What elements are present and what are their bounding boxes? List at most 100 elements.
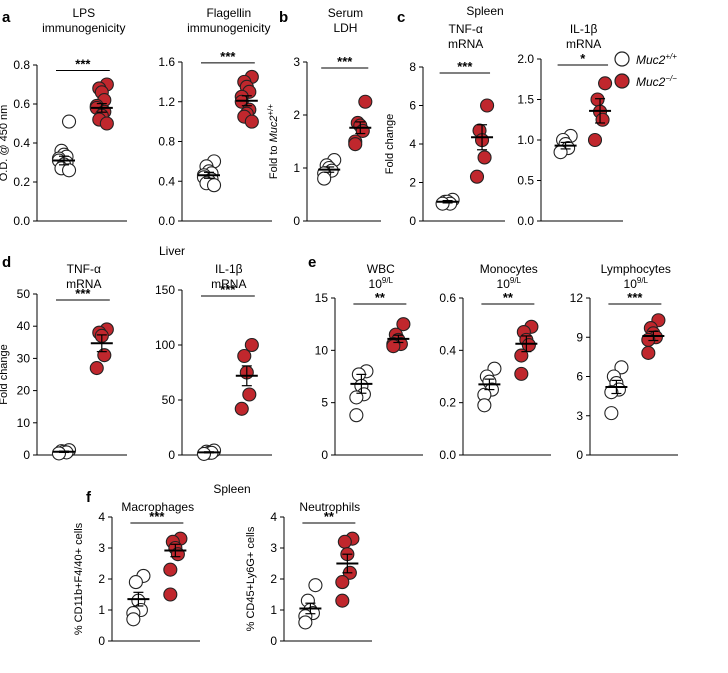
chart-a2-title-line-0: Flagellin [206, 6, 251, 20]
chart-e2-ko-point-5 [514, 366, 529, 381]
chart-c1-title-line-0: TNF-α [449, 22, 483, 36]
chart-c2-ytick-label-0: 0.0 [517, 214, 534, 228]
chart-f2-ytick-label-1: 1 [270, 603, 277, 617]
chart-c2-ko-point-4 [587, 132, 603, 148]
chart-c1-panel-letter: c [397, 9, 405, 26]
chart-e2-ytick-label-3: 0.6 [439, 291, 456, 305]
chart-c1-sig-label: *** [457, 59, 473, 74]
chart-e2-ko-point-4 [514, 348, 529, 363]
chart-d2-ko-point-0 [244, 337, 259, 353]
legend-ko-label: Muc2−/− [636, 74, 677, 89]
chart-c1-ko-point-3 [477, 150, 492, 165]
chart-a2-ytick-label-1: 0.4 [158, 174, 175, 188]
chart-d1-ytick-label-3: 30 [17, 351, 31, 365]
chart-f1-panel-letter: f [86, 489, 92, 506]
chart-c1-ko-point-4 [469, 169, 485, 184]
chart-d1-panel-letter: d [2, 254, 11, 271]
chart-c2-title-line-1: mRNA [566, 37, 601, 51]
chart-f1-ytick-label-1: 1 [98, 603, 105, 617]
chart-f1-wt-point-1 [128, 575, 143, 590]
chart-a2-ko-point-9 [244, 114, 259, 129]
chart-a1-wt-point-0 [61, 114, 77, 129]
chart-c1-ytick-label-3: 6 [409, 99, 416, 113]
chart-d1-ytick-label-1: 10 [17, 416, 31, 430]
chart-e1-wt-point-4 [349, 390, 364, 405]
chart-c2-ko-point-3 [595, 112, 610, 127]
chart-e1-ytick-label-2: 10 [315, 343, 329, 357]
chart-a2-ytick-label-4: 1.6 [158, 55, 175, 69]
chart-f2-ylabel: % CD45+Ly6G+ cells [245, 526, 257, 631]
chart-d2-ytick-label-2: 100 [155, 338, 175, 352]
chart-c1-ylabel: Fold change [384, 114, 396, 175]
chart-a1-ytick-label-0: 0.0 [13, 214, 30, 228]
chart-e3-ytick-label-0: 0 [576, 448, 583, 462]
chart-d1-title-line-1: mRNA [66, 277, 101, 291]
chart-e3-wt-point-5 [604, 406, 619, 421]
chart-f2-wt-point-0 [308, 578, 323, 593]
chart-c2-ytick-label-3: 1.5 [517, 93, 534, 107]
chart-d2-ytick-label-1: 50 [162, 393, 176, 407]
chart-e3-ytick-label-2: 6 [576, 370, 583, 384]
chart-e3-wt-point-4 [604, 385, 619, 400]
chart-d1-sig-label: *** [75, 286, 91, 301]
chart-c2-ytick-label-2: 1.0 [517, 133, 534, 147]
chart-e3-ytick-label-3: 9 [576, 330, 583, 344]
chart-f2-ytick-label-4: 4 [270, 510, 277, 524]
chart-e1-wt-point-5 [349, 408, 364, 423]
chart-a2-ytick-label-2: 0.8 [158, 135, 175, 149]
chart-f1-ko-point-5 [163, 587, 178, 602]
chart-f1-ytick-label-2: 2 [98, 572, 105, 586]
chart-e3-ko-point-5 [641, 345, 656, 361]
chart-e3-sig-label: *** [627, 290, 643, 305]
chart-c1-wt-point-4 [435, 196, 450, 211]
chart-d1-title-line-0: TNF-α [67, 262, 101, 276]
chart-d1-wt-point-4 [51, 446, 67, 461]
chart-d2-wt-point-4 [196, 446, 212, 461]
chart-f2-ytick-label-0: 0 [270, 634, 277, 648]
chart-e1-ytick-label-1: 5 [321, 396, 328, 410]
chart-d2-ytick-label-3: 150 [155, 283, 175, 297]
chart-a2-title-line-1: immunogenicity [187, 21, 270, 35]
chart-d2-ytick-label-0: 0 [168, 448, 175, 462]
group-title-spleen-c: Spleen [466, 4, 503, 18]
chart-e3-wt-point-0 [614, 360, 629, 375]
chart-d2-ko-point-1 [237, 348, 252, 364]
chart-e1-ko-point-0 [396, 317, 411, 332]
chart-f1-ylabel: % CD11b+F4/40+ cells [73, 522, 85, 635]
chart-a1-wt-point-9 [61, 163, 77, 178]
chart-b-ko-point-0 [358, 94, 373, 109]
chart-c1-ytick-label-2: 4 [409, 137, 416, 151]
chart-c2-title-line-0: IL-1β [570, 22, 598, 36]
chart-a1-ytick-label-1: 0.2 [13, 175, 30, 189]
chart-a1-title-line-0: LPS [72, 6, 95, 20]
chart-d1-ytick-label-2: 20 [17, 384, 31, 398]
chart-a1-ytick-label-4: 0.8 [13, 58, 30, 72]
chart-f1-sig-label: *** [149, 509, 165, 524]
group-title-liver-d: Liver [159, 244, 185, 258]
chart-d1-ylabel: Fold change [0, 344, 10, 405]
legend-ko-marker [614, 73, 630, 89]
chart-f2-title-line-0: Neutrophils [299, 500, 360, 514]
chart-f2-ko-point-4 [335, 575, 350, 590]
chart-b-ylabel: Fold to Muc2+/+ [266, 104, 280, 179]
chart-d1-ko-point-4 [89, 361, 104, 376]
chart-f1-ytick-label-3: 3 [98, 541, 105, 555]
chart-a1-ytick-label-2: 0.4 [13, 136, 30, 150]
chart-c1-ytick-label-4: 8 [409, 60, 416, 74]
chart-c1-ytick-label-0: 0 [409, 214, 416, 228]
chart-e1-ytick-label-0: 0 [321, 448, 328, 462]
chart-a1-ylabel: O.D. @ 450 nm [0, 105, 10, 182]
chart-d2-ko-point-4 [234, 401, 249, 416]
chart-d1-ytick-label-5: 50 [17, 287, 31, 301]
chart-a1-ko-point-9 [99, 116, 114, 131]
chart-c1-title-line-1: mRNA [448, 37, 483, 51]
chart-d1-ytick-label-4: 40 [17, 319, 31, 333]
chart-b-title-line-1: LDH [333, 21, 357, 35]
chart-f1-ytick-label-4: 4 [98, 510, 105, 524]
chart-f1-ytick-label-0: 0 [98, 634, 105, 648]
legend-wt-label: Muc2+/+ [636, 52, 677, 67]
chart-f1-title-line-0: Macrophages [121, 500, 194, 514]
chart-e2-sig-label: ** [503, 290, 514, 305]
